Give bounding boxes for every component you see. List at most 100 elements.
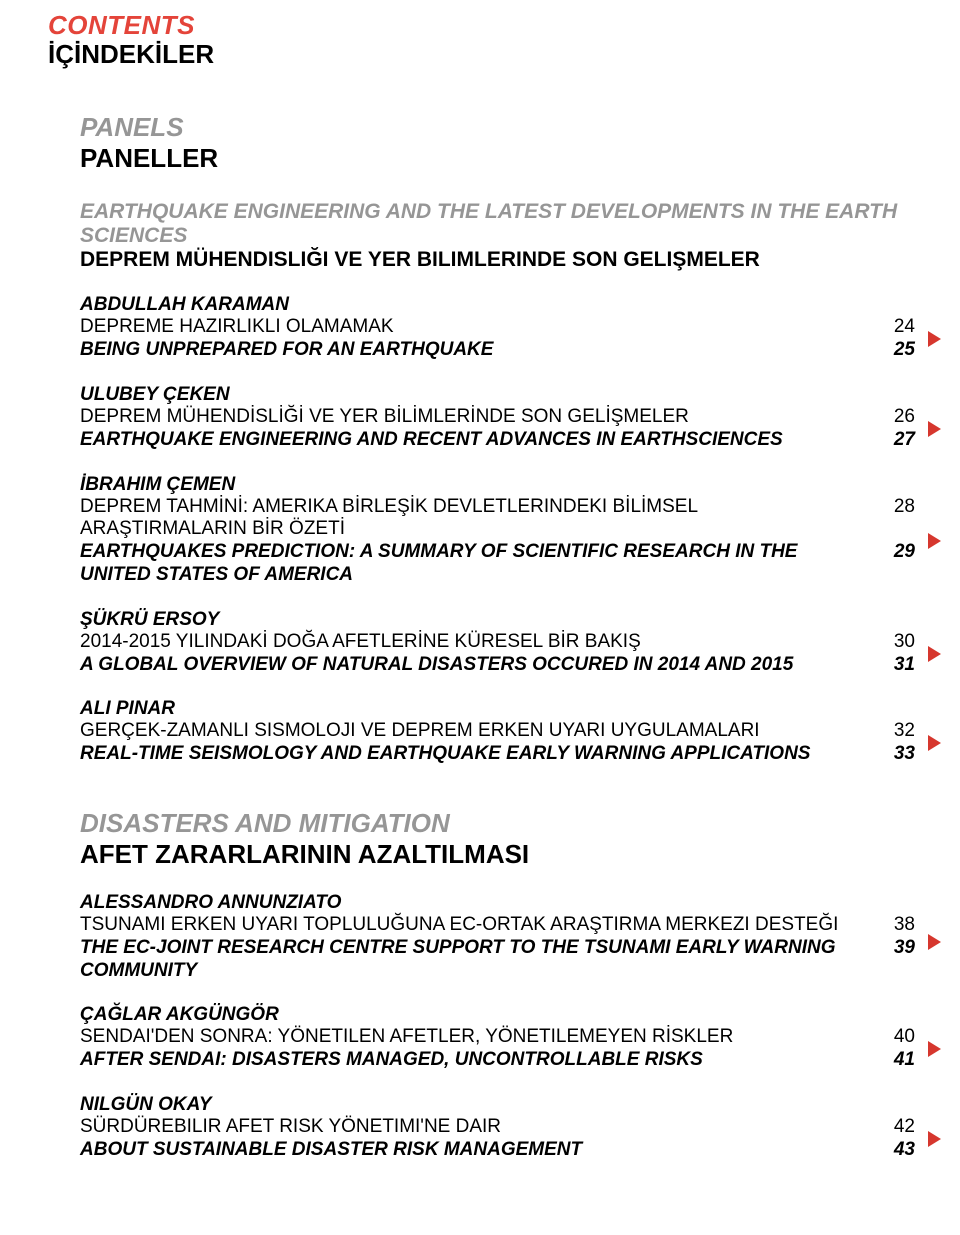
entry-pagecol-en: 43: [855, 1139, 915, 1162]
toc-entry: ABDULLAH KARAMANDEPREME HAZIRLIKLI OLAMA…: [80, 294, 915, 362]
entry-row-tr: DEPREM MÜHENDİSLİĞİ VE YER BİLİMLERİNDE …: [80, 406, 915, 429]
entry-title-tr: SENDAI'DEN SONRA: YÖNETILEN AFETLER, YÖN…: [80, 1026, 855, 1049]
entry-page-tr: 40: [891, 1026, 915, 1049]
entry-title-en: EARTHQUAKES PREDICTION: A SUMMARY OF SCI…: [80, 541, 855, 587]
entry-row-en: EARTHQUAKES PREDICTION: A SUMMARY OF SCI…: [80, 541, 915, 587]
entry-arrow-icon: [928, 1131, 941, 1147]
entry-title-en: ABOUT SUSTAINABLE DISASTER RISK MANAGEME…: [80, 1139, 855, 1162]
entry-row-en: REAL-TIME SEISMOLOGY AND EARTHQUAKE EARL…: [80, 743, 915, 766]
entry-arrow-icon: [928, 331, 941, 347]
entry-pagecol-tr: 42: [855, 1116, 915, 1139]
entry-arrow-icon: [928, 646, 941, 662]
toc-entry: ŞÜKRÜ ERSOY2014-2015 YILINDAKİ DOĞA AFET…: [80, 609, 915, 677]
entry-author: NILGÜN OKAY: [80, 1094, 915, 1116]
entry-page-en: 25: [891, 339, 915, 362]
entry-pagecol-tr: 28: [855, 496, 915, 519]
arrow-icon: [928, 1131, 941, 1147]
toc-section: DISASTERS AND MITIGATIONAFET ZARARLARINI…: [80, 808, 915, 1162]
arrow-icon: [928, 934, 941, 950]
entry-row-en: AFTER SENDAI: DISASTERS MANAGED, UNCONTR…: [80, 1049, 915, 1072]
toc-entry: ALESSANDRO ANNUNZIATOTSUNAMI ERKEN UYARI…: [80, 892, 915, 982]
toc-section: PANELSPANELLER EARTHQUAKE ENGINEERING AND…: [80, 112, 915, 766]
entry-pagecol-en: 39: [855, 937, 915, 960]
entry-row-tr: DEPREM TAHMİNİ: AMERIKA BİRLEŞİK DEVLETL…: [80, 496, 915, 542]
toc-entry: NILGÜN OKAYSÜRDÜREBILIR AFET RISK YÖNETI…: [80, 1094, 915, 1162]
arrow-icon: [928, 735, 941, 751]
entry-arrow-icon: [928, 1041, 941, 1057]
entry-page-tr: 42: [891, 1116, 915, 1139]
subsection-title-tr: DEPREM MÜHENDISLIĞI VE YER BILIMLERINDE …: [80, 248, 915, 272]
entry-pagecol-en: 33: [855, 743, 915, 766]
entry-author: ALESSANDRO ANNUNZIATO: [80, 892, 915, 914]
entry-pagecol-en: 27: [855, 429, 915, 452]
entry-pagecol-en: 25: [855, 339, 915, 362]
entry-pagecol-tr: 38: [855, 914, 915, 937]
entry-page-tr: 30: [891, 631, 915, 654]
entry-arrow-icon: [928, 421, 941, 437]
entry-page-tr: 24: [891, 316, 915, 339]
entry-row-en: THE EC-JOINT RESEARCH CENTRE SUPPORT TO …: [80, 937, 915, 983]
section-title-en: PANELS: [80, 112, 915, 143]
entry-row-tr: SENDAI'DEN SONRA: YÖNETILEN AFETLER, YÖN…: [80, 1026, 915, 1049]
entry-title-tr: GERÇEK-ZAMANLI SISMOLOJI VE DEPREM ERKEN…: [80, 720, 855, 743]
entry-page-en: 33: [891, 743, 915, 766]
entry-row-tr: SÜRDÜREBILIR AFET RISK YÖNETIMI'NE DAIR 4…: [80, 1116, 915, 1139]
entry-row-tr: TSUNAMI ERKEN UYARI TOPLULUĞUNA EC-ORTAK…: [80, 914, 915, 937]
arrow-icon: [928, 421, 941, 437]
entry-page-tr: 26: [891, 406, 915, 429]
toc-entry: İBRAHIM ÇEMENDEPREM TAHMİNİ: AMERIKA BİR…: [80, 474, 915, 587]
entry-title-en: BEING UNPREPARED FOR AN EARTHQUAKE: [80, 339, 855, 362]
entry-row-tr: 2014-2015 YILINDAKİ DOĞA AFETLERİNE KÜRE…: [80, 631, 915, 654]
page-header-tr: İÇİNDEKİLER: [48, 39, 915, 70]
entry-page-en: 31: [891, 654, 915, 677]
entry-pagecol-tr: 26: [855, 406, 915, 429]
entry-title-en: AFTER SENDAI: DISASTERS MANAGED, UNCONTR…: [80, 1049, 855, 1072]
entry-author: ŞÜKRÜ ERSOY: [80, 609, 915, 631]
arrow-icon: [928, 533, 941, 549]
entry-pagecol-tr: 24: [855, 316, 915, 339]
toc-entry: ALI PINARGERÇEK-ZAMANLI SISMOLOJI VE DEP…: [80, 698, 915, 766]
entry-page-tr: 32: [891, 720, 915, 743]
entry-title-tr: 2014-2015 YILINDAKİ DOĞA AFETLERİNE KÜRE…: [80, 631, 855, 654]
entry-title-en: EARTHQUAKE ENGINEERING AND RECENT ADVANC…: [80, 429, 855, 452]
entry-page-tr: 28: [891, 496, 915, 519]
entry-title-en: THE EC-JOINT RESEARCH CENTRE SUPPORT TO …: [80, 937, 855, 983]
section-title-tr: AFET ZARARLARININ AZALTILMASI: [80, 839, 915, 870]
entry-row-tr: DEPREME HAZIRLIKLI OLAMAMAK 24: [80, 316, 915, 339]
entry-title-tr: DEPREME HAZIRLIKLI OLAMAMAK: [80, 316, 855, 339]
entry-pagecol-en: 31: [855, 654, 915, 677]
arrow-icon: [928, 1041, 941, 1057]
entry-arrow-icon: [928, 934, 941, 950]
toc-entry: ULUBEY ÇEKENDEPREM MÜHENDİSLİĞİ VE YER B…: [80, 384, 915, 452]
entry-author: ALI PINAR: [80, 698, 915, 720]
entry-author: İBRAHIM ÇEMEN: [80, 474, 915, 496]
entry-arrow-icon: [928, 735, 941, 751]
entry-page-en: 27: [891, 429, 915, 452]
section-title-en: DISASTERS AND MITIGATION: [80, 808, 915, 839]
entry-pagecol-en: 41: [855, 1049, 915, 1072]
entry-page-en: 29: [891, 541, 915, 564]
entry-row-en: BEING UNPREPARED FOR AN EARTHQUAKE 25: [80, 339, 915, 362]
entry-pagecol-en: 29: [855, 541, 915, 564]
arrow-icon: [928, 646, 941, 662]
subsection-title-en: EARTHQUAKE ENGINEERING AND THE LATEST DE…: [80, 200, 915, 248]
entry-row-en: EARTHQUAKE ENGINEERING AND RECENT ADVANC…: [80, 429, 915, 452]
entry-title-tr: TSUNAMI ERKEN UYARI TOPLULUĞUNA EC-ORTAK…: [80, 914, 855, 937]
entry-title-tr: DEPREM TAHMİNİ: AMERIKA BİRLEŞİK DEVLETL…: [80, 496, 855, 542]
entry-title-tr: SÜRDÜREBILIR AFET RISK YÖNETIMI'NE DAIR: [80, 1116, 855, 1139]
entry-title-en: REAL-TIME SEISMOLOGY AND EARTHQUAKE EARL…: [80, 743, 855, 766]
entry-pagecol-tr: 40: [855, 1026, 915, 1049]
entry-row-tr: GERÇEK-ZAMANLI SISMOLOJI VE DEPREM ERKEN…: [80, 720, 915, 743]
section-title-tr: PANELLER: [80, 143, 915, 174]
entry-author: ÇAĞLAR AKGÜNGÖR: [80, 1004, 915, 1026]
toc-entry: ÇAĞLAR AKGÜNGÖRSENDAI'DEN SONRA: YÖNETIL…: [80, 1004, 915, 1072]
entry-title-tr: DEPREM MÜHENDİSLİĞİ VE YER BİLİMLERİNDE …: [80, 406, 855, 429]
entry-author: ULUBEY ÇEKEN: [80, 384, 915, 406]
entry-pagecol-tr: 32: [855, 720, 915, 743]
entry-page-en: 43: [891, 1139, 915, 1162]
entry-page-en: 39: [891, 937, 915, 960]
page-header-en: CONTENTS: [48, 10, 915, 41]
entry-title-en: A GLOBAL OVERVIEW OF NATURAL DISASTERS O…: [80, 654, 855, 677]
entry-arrow-icon: [928, 533, 941, 549]
entry-pagecol-tr: 30: [855, 631, 915, 654]
